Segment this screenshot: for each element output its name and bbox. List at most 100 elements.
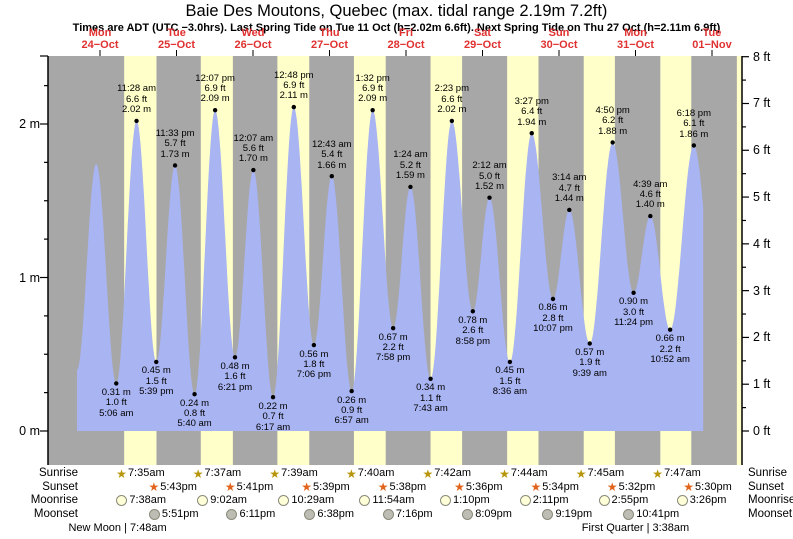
sunrise-icon: ★ — [575, 466, 587, 481]
astro-row-label-moonrise: Moonrise — [748, 494, 793, 506]
sunrise-time: 7:35am — [127, 467, 165, 479]
sunset-time: 5:30pm — [695, 480, 732, 493]
moonset-event: 6:11pm — [226, 508, 275, 521]
tide-extreme-dot — [487, 195, 492, 200]
sunset-time: 5:38pm — [389, 480, 427, 493]
moonrise-time: 2:11pm — [532, 494, 569, 506]
chart-subtitle: Times are ADT (UTC −3.0hrs). Last Spring… — [72, 22, 721, 34]
tide-annotation-low: 0.90 m 3.0 ft 11:24 pm — [614, 296, 654, 329]
moonrise-time: 10:29am — [291, 494, 335, 506]
tide-annotation-high: 11:28 am 6.6 ft 2.02 m — [117, 83, 156, 116]
day-label: Sun 30−Oct — [527, 27, 591, 51]
moonrise-icon — [519, 495, 531, 506]
moonrise-event: 9:02am — [197, 494, 247, 507]
day-label: Sat 29−Oct — [451, 27, 515, 51]
sunset-icon: ★ — [148, 480, 160, 494]
moonrise-icon — [598, 495, 610, 506]
tide-annotation-high: 12:43 am 5.4 ft 1.66 m — [311, 138, 352, 171]
tide-extreme-dot — [550, 296, 556, 302]
tide-extreme-dot — [134, 118, 139, 124]
moonrise-icon — [278, 495, 290, 506]
day-of-week: Tue — [167, 27, 186, 39]
moonset-event: 5:51pm — [148, 508, 199, 521]
day-of-week: Thu — [319, 27, 340, 39]
tide-extreme-dot — [428, 376, 433, 382]
sunset-icon: ★ — [530, 480, 542, 494]
moonrise-time: 7:38am — [129, 494, 167, 506]
sunrise-event: ★ 7:39am — [269, 467, 317, 480]
sunrise-event: ★ 7:35am — [116, 467, 164, 480]
sunrise-time: 7:47am — [664, 467, 701, 479]
tide-annotation-high: 4:39 am 4.6 ft 1.40 m — [633, 178, 668, 211]
sunset-event: ★ 5:36pm — [454, 481, 502, 494]
day-date: 25−Oct — [158, 39, 195, 51]
astro-row-label-moonset: Moonset — [33, 507, 78, 520]
sunset-time: 5:34pm — [542, 480, 579, 493]
sunrise-event: ★ 7:47am — [652, 467, 700, 480]
astro-row-label-sunset: Sunset — [748, 480, 784, 493]
tide-annotation-low: 0.57 m 1.9 ft 9:39 am — [572, 347, 607, 379]
day-label: Tue 01−Nov — [680, 27, 744, 51]
tide-annotation-low: 0.34 m 1.1 ft 7:43 am — [413, 382, 448, 415]
moonset-icon — [542, 508, 554, 520]
tide-extreme-dot — [470, 309, 476, 314]
tide-extreme-dot — [114, 381, 119, 386]
tide-extreme-dot — [691, 143, 697, 148]
sunset-icon: ★ — [301, 480, 313, 494]
astro-row-label-moonset: Moonset — [748, 507, 793, 520]
tide-extreme-dot — [529, 131, 534, 136]
tide-annotation-high: 3:27 pm 6.4 ft 1.94 m — [514, 95, 549, 128]
tide-annotation-low: 0.31 m 1.0 ft 5:06 am — [99, 386, 134, 419]
tide-extreme-dot — [329, 173, 334, 179]
moonrise-icon — [676, 495, 688, 506]
day-of-week: Wed — [241, 27, 265, 39]
tide-extreme-dot — [567, 207, 572, 213]
day-date: 28−Oct — [387, 39, 425, 51]
tide-annotation-low: 0.24 m 0.8 ft 5:40 am — [177, 397, 212, 430]
day-of-week: Tue — [702, 27, 722, 39]
tide-extreme-dot — [251, 167, 256, 173]
moonrise-event: 7:38am — [116, 494, 166, 507]
day-date: 30−Oct — [540, 39, 578, 51]
tide-extreme-dot — [390, 325, 396, 331]
sunrise-time: 7:40am — [357, 467, 395, 479]
tide-annotation-high: 11:33 pm 5.7 ft 1.73 m — [155, 127, 195, 160]
astro-row-label-sunrise: Sunrise — [39, 467, 78, 479]
chart-title: Baie Des Moutons, Quebec (max. tidal ran… — [185, 2, 608, 20]
day-label: Mon 31−Oct — [604, 27, 668, 51]
sunrise-event: ★ 7:42am — [423, 467, 471, 480]
sunset-event: ★ 5:38pm — [378, 481, 426, 494]
tide-annotation-high: 2:23 pm 6.6 ft 2.02 m — [434, 83, 469, 116]
day-date: 29−Oct — [464, 39, 501, 51]
moonset-icon — [148, 508, 160, 520]
moon-phase-note: First Quarter | 3:38am — [581, 522, 690, 534]
moonset-event: 7:16pm — [382, 508, 433, 521]
day-date: 26−Oct — [234, 39, 272, 51]
sunset-event: ★ 5:34pm — [530, 481, 578, 494]
sunrise-time: 7:45am — [587, 467, 625, 479]
moonrise-time: 9:02am — [210, 494, 247, 506]
day-label: Wed 26−Oct — [221, 27, 285, 51]
y-axis-label-feet: 6 ft — [753, 143, 771, 158]
moonrise-time: 11:54am — [372, 494, 415, 506]
sunset-icon: ★ — [683, 480, 695, 494]
sunrise-time: 7:42am — [434, 467, 471, 479]
tide-extreme-dot — [192, 391, 197, 397]
y-axis-label-meters: 1 m — [19, 270, 40, 285]
moonset-time: 9:19pm — [555, 507, 593, 520]
sunset-icon: ★ — [377, 480, 389, 494]
day-date: 24−Oct — [81, 39, 119, 51]
sunset-time: 5:41pm — [236, 480, 274, 493]
day-of-week: Mon — [624, 27, 647, 39]
moonset-icon — [304, 508, 316, 520]
y-axis-label-feet: 2 ft — [753, 330, 771, 345]
tide-extreme-dot — [212, 107, 218, 113]
moonrise-time: 2:55pm — [611, 494, 649, 506]
tide-extreme-dot — [270, 395, 276, 400]
y-axis-label-feet: 3 ft — [753, 283, 771, 298]
daylight-band — [736, 56, 742, 465]
day-date: 27−Oct — [311, 39, 348, 51]
tide-extreme-dot — [507, 359, 513, 365]
